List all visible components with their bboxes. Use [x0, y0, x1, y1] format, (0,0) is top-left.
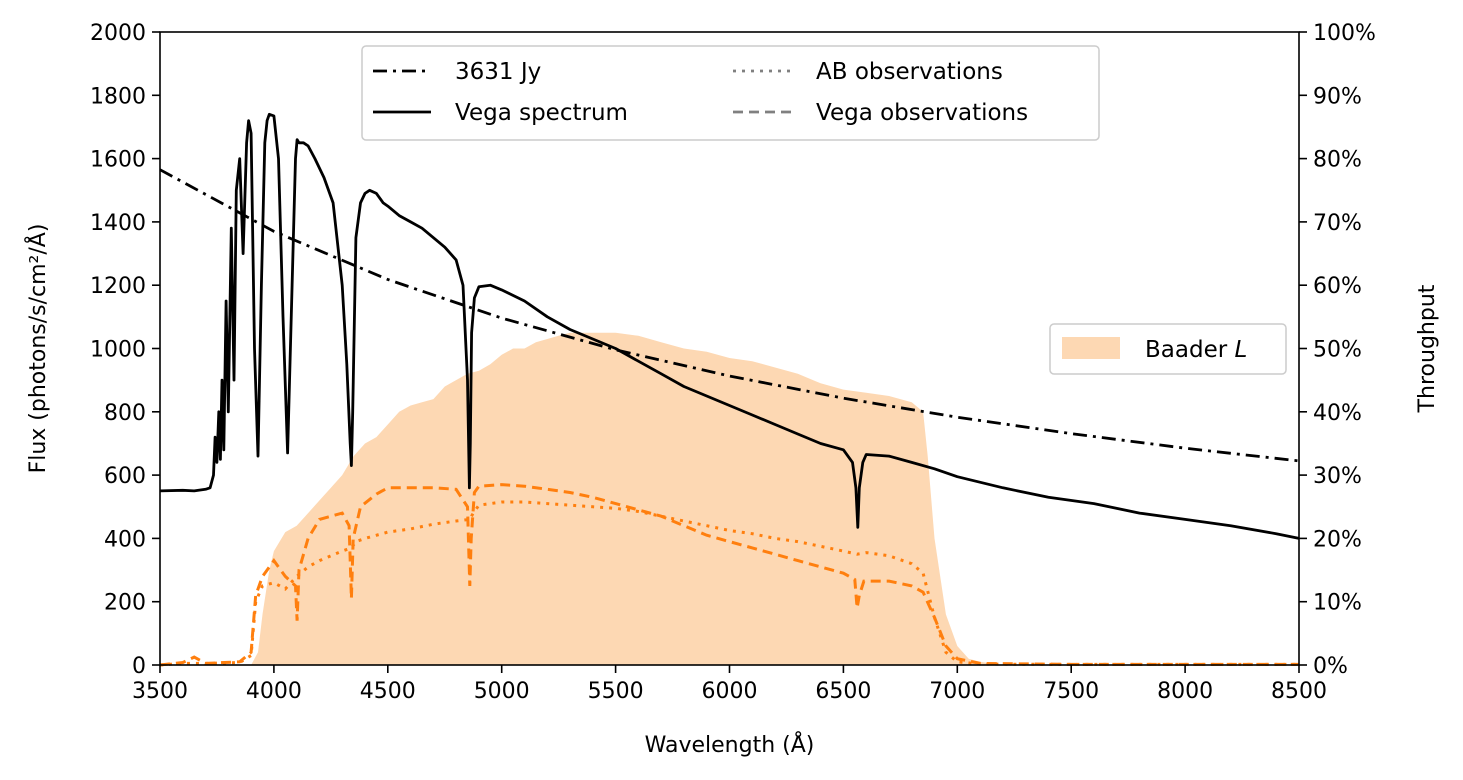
y-right-tick-label-20: 20% [1313, 527, 1362, 552]
y-axis-label-left: Flux (photons/s/cm²/Å) [24, 224, 51, 474]
y-right-tick-label-50: 50% [1313, 338, 1362, 363]
x-tick-label-7000: 7000 [929, 679, 985, 704]
legend-label-baader-prefix: Baader [1145, 337, 1234, 363]
legend-label-3631-jy: 3631 Jy [455, 59, 541, 85]
y-left-tick-label-200: 200 [104, 591, 146, 616]
reference-lines-layer [159, 112, 1300, 540]
x-tick-label-6000: 6000 [702, 679, 758, 704]
y-left-tick-label-1000: 1000 [90, 338, 146, 363]
x-tick-label-4500: 4500 [360, 679, 416, 704]
y-left-tick-label-600: 600 [104, 464, 146, 489]
x-tick-label-5500: 5500 [588, 679, 644, 704]
legend-main-box [361, 45, 1100, 141]
filter-fill-layer [160, 332, 1299, 665]
x-tick-label-8500: 8500 [1271, 679, 1327, 704]
series-ab-observations [159, 500, 1299, 667]
legend-label-ab-observations: AB observations [816, 59, 1003, 85]
y-right-tick-label-60: 60% [1313, 274, 1362, 299]
y-right-tick-label-80: 80% [1313, 148, 1362, 173]
y-right-tick-label-10: 10% [1313, 591, 1362, 616]
y-right-tick-label-70: 70% [1313, 211, 1362, 236]
legend-filter-box [1049, 323, 1287, 375]
y-right-tick-label-0: 0% [1313, 654, 1348, 679]
legend-label-baader-italic: L [1234, 337, 1247, 363]
y-left-tick-label-800: 800 [104, 401, 146, 426]
series-baader-l-fill [160, 332, 1299, 665]
x-tick-label-3500: 3500 [132, 679, 188, 704]
legend-swatch-baader-l [1062, 337, 1120, 359]
observation-lines-layer [159, 483, 1299, 667]
legend-label-vega-spectrum: Vega spectrum [455, 100, 628, 126]
legend-main: 3631 Jy Vega spectrum AB observations Ve… [361, 45, 1100, 141]
y-left-tick-label-1600: 1600 [90, 148, 146, 173]
y-left-tick-label-1200: 1200 [90, 274, 146, 299]
y-left-tick-label-1400: 1400 [90, 211, 146, 236]
x-tick-label-5000: 5000 [474, 679, 530, 704]
ticks-layer: 3500 4000 4500 5000 5500 6000 6500 7000 7500 8000… [90, 21, 1376, 704]
y-right-tick-label-90: 90% [1313, 84, 1362, 109]
y-right-tick-label-30: 30% [1313, 464, 1362, 489]
legend-label-vega-observations: Vega observations [816, 100, 1028, 126]
legend-label-baader-l: Baader L [1145, 337, 1247, 363]
series-3631-jy [159, 168, 1300, 463]
y-left-tick-label-2000: 2000 [90, 21, 146, 46]
x-tick-label-4000: 4000 [246, 679, 302, 704]
y-right-tick-label-40: 40% [1313, 401, 1362, 426]
y-left-tick-label-1800: 1800 [90, 84, 146, 109]
x-tick-label-8000: 8000 [1157, 679, 1213, 704]
x-tick-label-6500: 6500 [815, 679, 871, 704]
x-tick-label-7500: 7500 [1043, 679, 1099, 704]
y-left-tick-label-0: 0 [132, 654, 146, 679]
y-left-tick-label-400: 400 [104, 527, 146, 552]
y-right-tick-label-100: 100% [1313, 21, 1376, 46]
series-vega-spectrum [159, 112, 1300, 540]
series-vega-observations [159, 483, 1299, 667]
legend-filter: Baader L [1049, 323, 1287, 375]
x-axis-label: Wavelength (Å) [645, 731, 815, 758]
y-axis-label-right: Throughput [1415, 284, 1440, 413]
